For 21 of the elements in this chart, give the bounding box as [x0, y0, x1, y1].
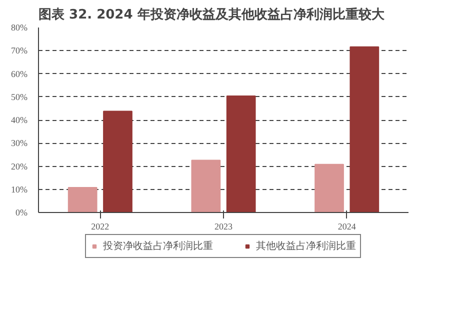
bar: [226, 95, 256, 212]
y-tick-label: 80%: [11, 22, 28, 32]
bar: [103, 110, 132, 212]
y-tick-label: 20%: [11, 161, 28, 172]
y-tick-label: 30%: [11, 138, 28, 148]
bar: [350, 46, 380, 212]
legend-label: 其他收益占净利润比重: [256, 240, 356, 253]
bar: [68, 187, 98, 212]
y-tick-label: 10%: [11, 184, 28, 194]
y-tick-label: 50%: [11, 92, 28, 102]
y-tick-label: 70%: [11, 46, 28, 56]
y-tick-label: 40%: [11, 115, 28, 125]
y-tick-label: 60%: [11, 68, 28, 79]
bar: [191, 160, 221, 212]
x-tick-label: 2024: [338, 222, 356, 232]
x-tick-label: 2022: [91, 222, 110, 232]
legend-label: 投资净收益占净利润比重: [103, 240, 213, 253]
y-tick-label: 0%: [16, 208, 28, 218]
bar: [314, 164, 344, 212]
x-tick-label: 2023: [214, 222, 233, 232]
chart-title: 图表 32. 2024 年投资净收益及其他收益占净利润比重较大: [38, 6, 386, 22]
